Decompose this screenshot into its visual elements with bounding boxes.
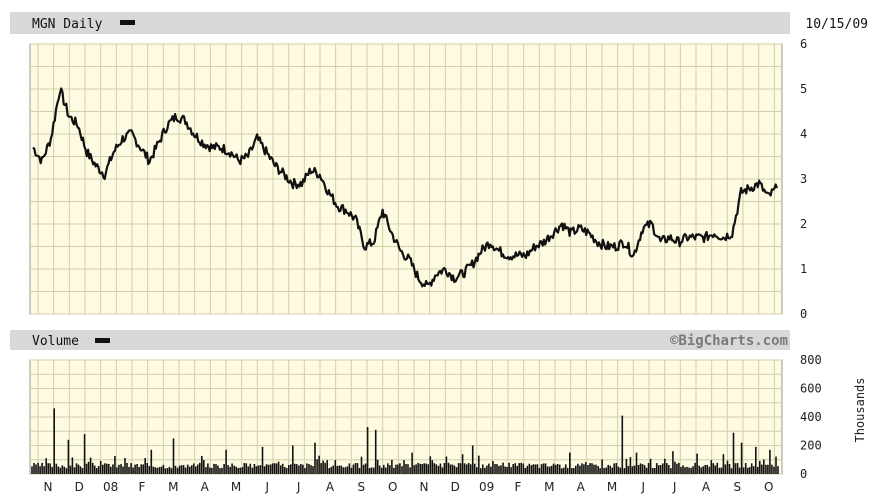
volume-tick-label: 0 [800,467,807,481]
month-label: J [672,480,677,494]
price-series-line [32,87,779,288]
volume-bars [31,408,779,474]
month-label: M [544,480,554,494]
volume-tick-label: 400 [800,410,822,424]
month-label: J [265,480,270,494]
price-tick-label: 6 [800,37,807,51]
price-tick-label: 1 [800,262,807,276]
month-label: O [388,480,397,494]
price-date: 10/15/09 [805,17,868,32]
month-label: D [75,480,84,494]
price-tick-label: 2 [800,217,807,231]
month-label: J [296,480,301,494]
price-tick-label: 3 [800,172,807,186]
price-title: MGN Daily [32,17,103,32]
month-label: D [451,480,460,494]
x-axis-month-labels: N D 08 F M A M J J A S O N D 09 F M A M J J A S O [44,480,774,494]
month-label: N [420,480,429,494]
month-label: N [44,480,53,494]
volume-tick-label: 800 [800,353,822,367]
month-label: S [357,480,365,494]
month-label: O [764,480,773,494]
month-label: 09 [479,480,494,494]
month-label: M [607,480,617,494]
price-tick-label: 5 [800,82,807,96]
volume-title: Volume [32,334,79,349]
volume-header-bar [10,330,790,350]
month-label: A [201,480,210,494]
month-label: S [733,480,741,494]
price-header-bar [10,12,790,34]
month-label: J [641,480,646,494]
volume-tick-label: 600 [800,382,822,396]
price-y-ticks: 6 5 4 3 2 1 0 [800,37,807,321]
month-label: M [168,480,178,494]
volume-y-ticks: 800 600 400 200 0 [800,353,822,481]
price-legend-swatch [120,20,135,25]
month-label: F [139,480,146,494]
month-label: A [577,480,586,494]
month-label: A [702,480,711,494]
month-label: M [231,480,241,494]
bigcharts-watermark: ©BigCharts.com [670,333,788,349]
volume-tick-label: 200 [800,439,822,453]
volume-unit-label: Thousands [853,377,867,442]
volume-legend-swatch [95,338,110,343]
month-label: 08 [103,480,118,494]
month-label: A [326,480,335,494]
price-tick-label: 4 [800,127,807,141]
price-tick-label: 0 [800,307,807,321]
month-label: F [515,480,522,494]
